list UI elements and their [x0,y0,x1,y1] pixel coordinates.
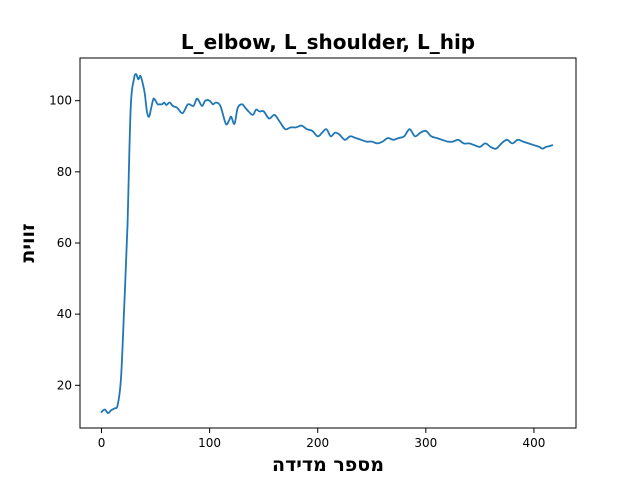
y-axis: 20 40 60 80 100 [49,94,80,392]
y-tick-label: 20 [57,378,72,392]
series-line [100,73,554,414]
plot-area: 0 100 200 300 400 20 40 60 80 100 [49,57,577,450]
x-tick-label: 0 [98,436,106,450]
x-tick-label: 200 [306,436,329,450]
x-tick-label: 400 [522,436,545,450]
y-tick-label: 40 [57,307,72,321]
y-tick-label: 100 [49,94,72,108]
x-tick-label: 300 [414,436,437,450]
x-axis: 0 100 200 300 400 [98,428,545,450]
y-axis-label: זווית [17,223,39,262]
x-tick-label: 100 [198,436,221,450]
chart-title: L_elbow, L_shoulder, L_hip [181,30,475,54]
x-axis-label: מספר מדידה [272,454,384,476]
y-tick-label: 80 [57,165,72,179]
y-tick-label: 60 [57,236,72,250]
